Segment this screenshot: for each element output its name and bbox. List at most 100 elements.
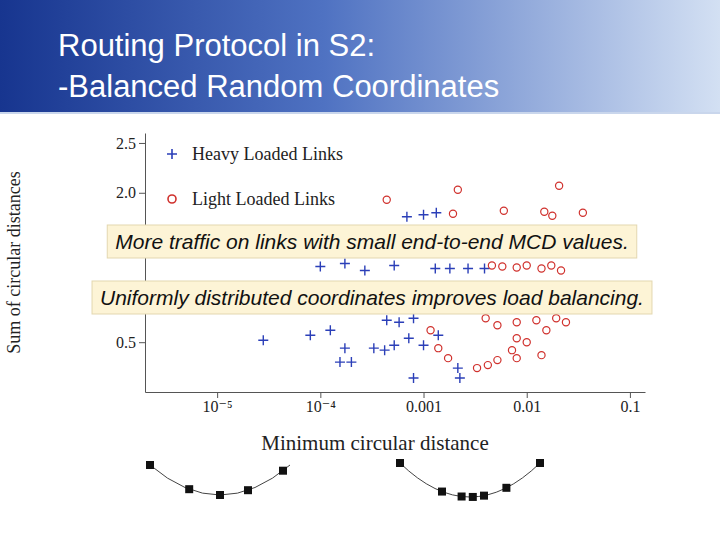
ring-node bbox=[244, 486, 252, 494]
point bbox=[579, 209, 586, 216]
callout-box bbox=[92, 281, 652, 314]
point bbox=[553, 315, 560, 322]
point bbox=[499, 263, 506, 270]
header-band bbox=[0, 0, 720, 112]
y-tick-mark bbox=[139, 342, 145, 343]
point bbox=[427, 327, 434, 334]
callout-box bbox=[107, 225, 637, 258]
ring-diagram bbox=[146, 461, 290, 499]
y-tick-label: 0.5 bbox=[116, 334, 136, 351]
point bbox=[543, 327, 550, 334]
point bbox=[419, 340, 429, 350]
point bbox=[360, 265, 370, 275]
y-tick-label: 2.5 bbox=[116, 135, 136, 152]
header-rule bbox=[0, 112, 720, 114]
point bbox=[389, 340, 399, 350]
point bbox=[258, 335, 268, 345]
x-tick-mark bbox=[320, 392, 321, 398]
ring-arc bbox=[400, 463, 540, 497]
slide-title: Routing Protocol in S2: bbox=[58, 28, 375, 63]
legend-label: Light Loaded Links bbox=[192, 189, 335, 209]
point bbox=[541, 208, 548, 215]
series bbox=[383, 182, 586, 371]
ring-node bbox=[480, 492, 488, 500]
point bbox=[533, 317, 540, 324]
x-tick: 0.001 bbox=[406, 392, 442, 415]
ring-node bbox=[216, 491, 224, 499]
point bbox=[556, 182, 563, 189]
ring-node bbox=[396, 459, 404, 467]
point bbox=[369, 343, 379, 353]
point bbox=[494, 322, 501, 329]
point bbox=[340, 258, 350, 268]
ring-diagram bbox=[396, 459, 544, 501]
legend-symbol bbox=[167, 149, 177, 159]
point bbox=[305, 330, 315, 340]
point bbox=[508, 347, 515, 354]
point bbox=[513, 335, 520, 342]
legend-label: Heavy Loaded Links bbox=[192, 144, 343, 164]
y-axis: 0.5 2.0 2.5 bbox=[116, 134, 146, 393]
point bbox=[445, 263, 455, 273]
point bbox=[340, 343, 350, 353]
x-tick-mark bbox=[630, 392, 631, 398]
x-tick: 0.01 bbox=[513, 392, 541, 415]
x-tick-mark bbox=[424, 392, 425, 398]
point bbox=[394, 317, 404, 327]
ring-node bbox=[146, 461, 154, 469]
ring-node bbox=[185, 485, 193, 493]
point bbox=[409, 373, 419, 383]
point bbox=[346, 357, 356, 367]
point bbox=[488, 262, 495, 269]
point bbox=[513, 264, 520, 271]
point bbox=[444, 355, 451, 362]
ring-node bbox=[279, 467, 287, 475]
y-tick-mark bbox=[139, 193, 145, 194]
point bbox=[494, 357, 501, 364]
callout: Uniformly distributed coordinates improv… bbox=[92, 281, 652, 314]
point bbox=[431, 208, 441, 218]
y-tick-mark bbox=[139, 143, 145, 144]
point bbox=[523, 339, 530, 346]
ring-arc bbox=[150, 465, 290, 495]
x-tick-label: 0.001 bbox=[406, 398, 442, 415]
x-axis-title: Minimum circular distance bbox=[261, 431, 488, 455]
x-tick-label: 0.01 bbox=[513, 398, 541, 415]
point bbox=[430, 263, 440, 273]
x-tick-label: 10⁻⁴ bbox=[306, 398, 336, 415]
x-tick-label: 10⁻⁵ bbox=[203, 398, 233, 415]
y-tick: 2.5 bbox=[116, 135, 145, 152]
point bbox=[548, 262, 555, 269]
ring-node bbox=[469, 493, 477, 501]
point bbox=[513, 355, 520, 362]
point bbox=[435, 345, 442, 352]
point bbox=[513, 319, 520, 326]
slide-title: -Balanced Random Coordinates bbox=[58, 69, 499, 104]
point bbox=[473, 364, 480, 371]
ring-node bbox=[536, 459, 544, 467]
point bbox=[523, 262, 530, 269]
callout: More traffic on links with small end-to-… bbox=[107, 225, 637, 258]
point bbox=[433, 330, 443, 340]
y-tick-label: 2.0 bbox=[116, 184, 136, 201]
point bbox=[482, 315, 489, 322]
point bbox=[402, 212, 412, 222]
point bbox=[538, 265, 545, 272]
point bbox=[549, 212, 556, 219]
callout-text: More traffic on links with small end-to-… bbox=[115, 230, 629, 253]
point bbox=[453, 363, 463, 373]
y-axis-title: Sum of circular distances bbox=[4, 171, 24, 353]
point bbox=[419, 210, 429, 220]
point bbox=[463, 263, 473, 273]
point bbox=[380, 345, 390, 355]
callout-text: Uniformly distributed coordinates improv… bbox=[100, 286, 644, 309]
x-tick-mark bbox=[527, 392, 528, 398]
x-tick-label: 0.1 bbox=[620, 398, 640, 415]
x-axis-line bbox=[146, 392, 646, 393]
ring-node bbox=[458, 493, 466, 501]
ring-node bbox=[502, 484, 510, 492]
x-tick-mark bbox=[217, 392, 218, 398]
point bbox=[449, 210, 456, 217]
point bbox=[562, 319, 569, 326]
y-axis-line bbox=[145, 134, 146, 393]
